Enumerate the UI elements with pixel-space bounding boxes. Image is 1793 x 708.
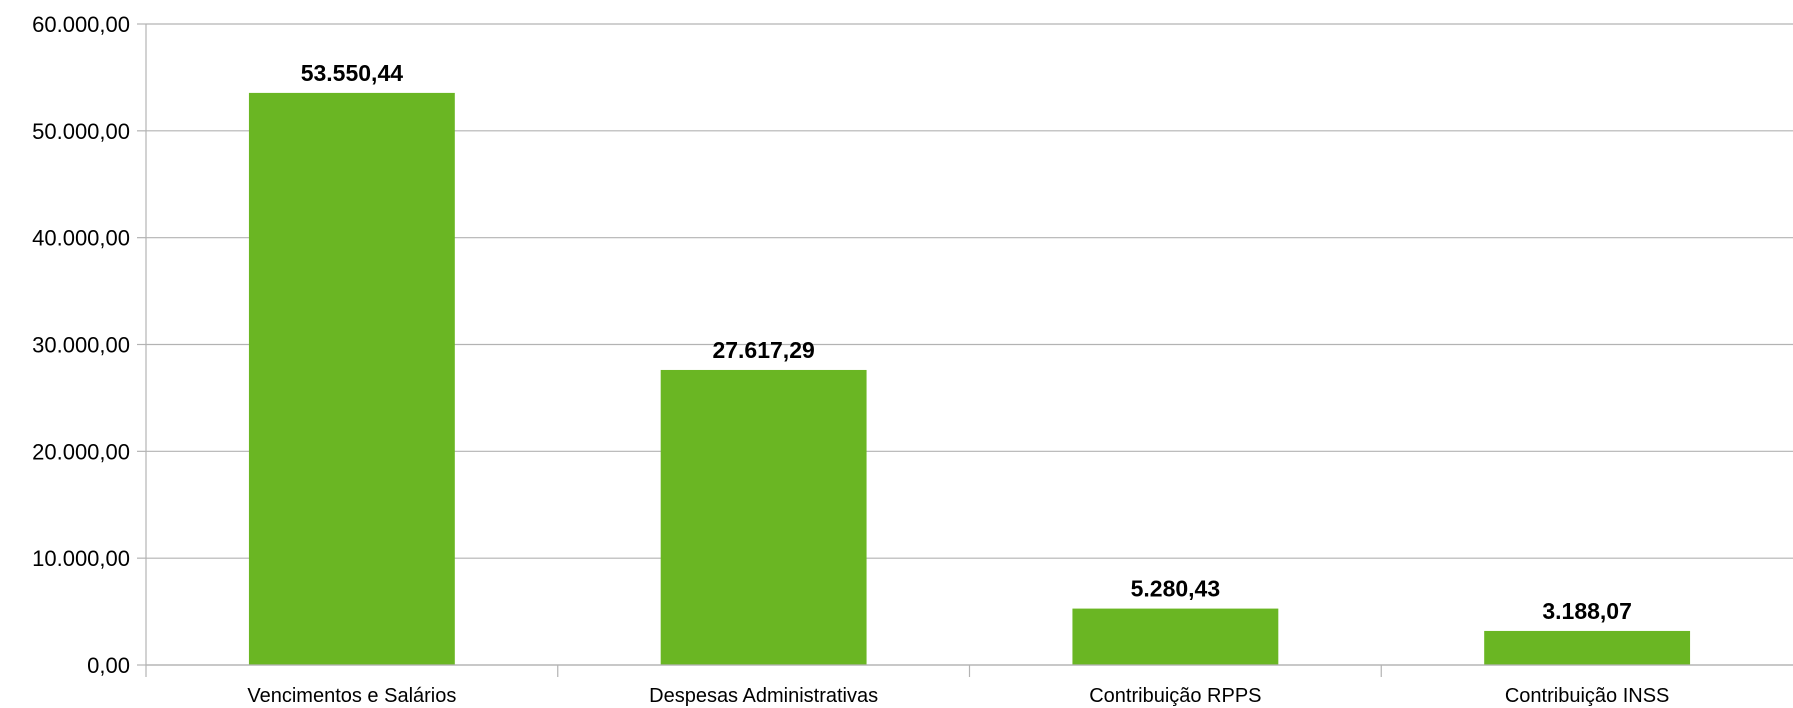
bar (1072, 608, 1279, 665)
x-tick-label: Vencimentos e Salários (247, 685, 456, 707)
bar (1484, 630, 1691, 665)
y-tick-label: 40.000,00 (32, 226, 130, 251)
axes (137, 23, 1793, 677)
y-tick-label: 60.000,00 (32, 12, 130, 37)
y-tick-label: 20.000,00 (32, 439, 130, 464)
labels: 0,00 10.000,00 20.000,00 30.000,00 40.000,00… (32, 12, 1669, 707)
x-tick-label: Contribuição INSS (1505, 685, 1670, 707)
bars (248, 92, 1691, 665)
data-label: 5.280,43 (1131, 576, 1221, 602)
data-label: 53.550,44 (301, 60, 404, 86)
bar (248, 92, 455, 665)
y-tick-label: 0,00 (87, 653, 130, 678)
y-tick-label: 30.000,00 (32, 333, 130, 358)
data-label: 3.188,07 (1542, 598, 1632, 624)
bar (660, 369, 867, 665)
x-tick-label: Despesas Administrativas (649, 685, 878, 707)
data-label: 27.617,29 (712, 337, 814, 363)
y-tick-label: 10.000,00 (32, 546, 130, 571)
y-tick-label: 50.000,00 (32, 119, 130, 144)
x-tick-label: Contribuição RPPS (1089, 685, 1261, 707)
